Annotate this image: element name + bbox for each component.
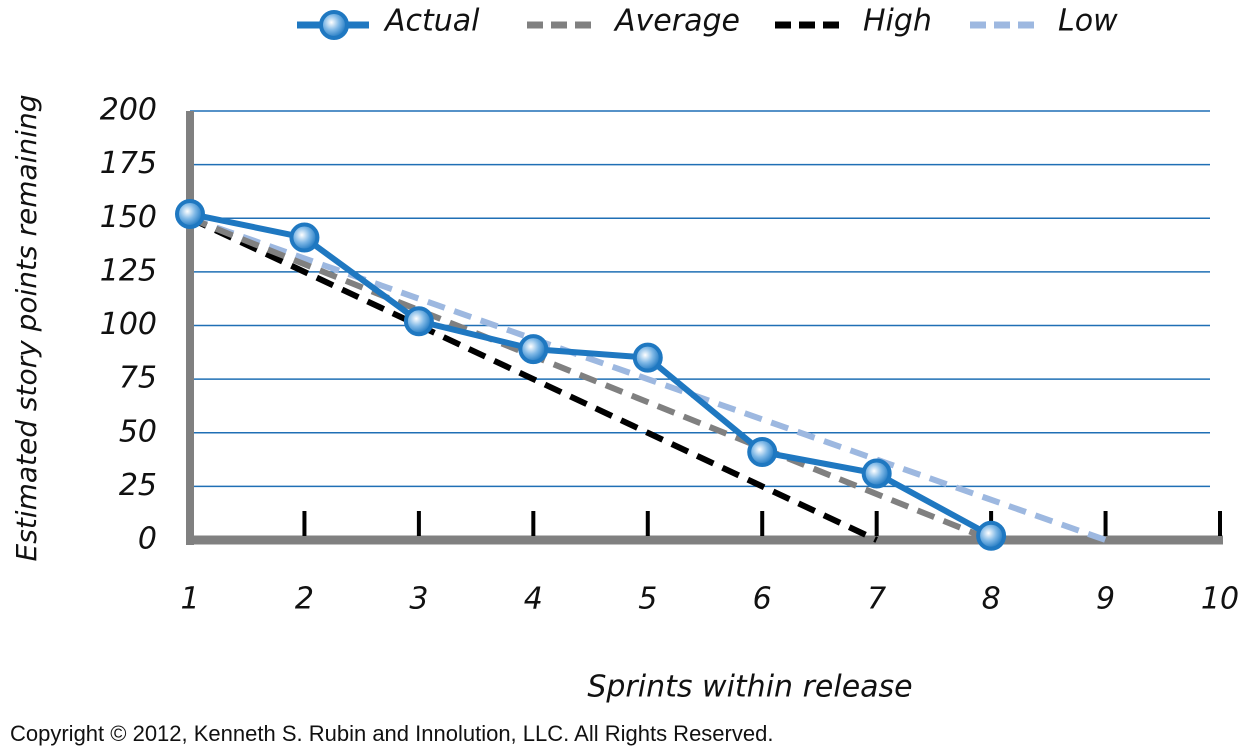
legend-label: Average xyxy=(613,4,740,39)
y-tick-label: 25 xyxy=(119,468,157,503)
point xyxy=(403,306,434,337)
legend-label: Low xyxy=(1058,4,1118,39)
y-tick-label: 100 xyxy=(100,307,157,342)
point xyxy=(861,458,892,489)
point xyxy=(747,437,778,468)
point xyxy=(518,334,549,365)
point xyxy=(175,198,205,229)
series-line xyxy=(188,215,878,543)
x-tick-label: 2 xyxy=(295,582,314,617)
legend-label: High xyxy=(863,4,932,39)
x-tick-label: 10 xyxy=(1201,582,1239,617)
footnote: Copyright © 2012, Kenneth S. Rubin and I… xyxy=(10,721,773,746)
x-tick-label: 7 xyxy=(867,582,886,617)
series-line xyxy=(189,211,993,539)
y-tick-label: 125 xyxy=(100,253,157,288)
x-tick-label: 5 xyxy=(638,582,657,617)
y-tick-label: 175 xyxy=(100,146,157,181)
x-axis-label: Sprints within release xyxy=(587,670,912,705)
x-tick-label: 4 xyxy=(524,582,543,617)
x-tick-label: 1 xyxy=(180,582,199,617)
y-axis-label: Estimated story points remaining xyxy=(10,95,43,562)
point xyxy=(289,222,320,253)
x-tick-label: 9 xyxy=(1096,582,1115,617)
point xyxy=(632,342,663,373)
y-tick-label: 50 xyxy=(119,414,157,449)
series-line xyxy=(188,215,993,543)
x-tick-label: 3 xyxy=(409,582,428,617)
point xyxy=(976,520,1007,551)
x-tick-label: 8 xyxy=(982,582,1001,617)
legend-label: Actual xyxy=(383,4,480,39)
y-tick-label: 75 xyxy=(119,361,157,396)
series-line xyxy=(189,215,1107,543)
y-tick-label: 200 xyxy=(100,93,157,128)
y-tick-label: 150 xyxy=(100,200,157,235)
legend-marker xyxy=(319,10,349,40)
x-tick-label: 6 xyxy=(753,582,772,617)
y-tick-label: 0 xyxy=(138,522,157,557)
